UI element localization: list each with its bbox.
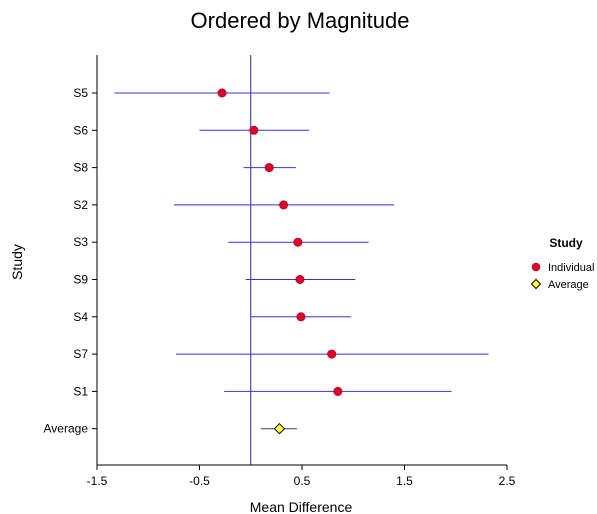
x-tick-label: 0.5	[294, 474, 311, 488]
y-tick-label: S5	[73, 86, 88, 100]
average-point-marker	[273, 422, 286, 435]
study-point-marker	[296, 312, 306, 322]
y-tick-label: Average	[44, 422, 89, 436]
x-axis-label: Mean Difference	[250, 499, 353, 514]
y-tick-label: S7	[73, 347, 88, 361]
x-tick-label: 1.5	[396, 474, 413, 488]
x-tick-label: -0.5	[189, 474, 210, 488]
legend-title: Study	[549, 236, 583, 250]
y-tick-label: S4	[73, 310, 88, 324]
study-point-marker	[217, 88, 227, 98]
y-tick-label: S6	[73, 123, 88, 137]
y-tick-label: S1	[73, 384, 88, 398]
study-point-marker	[249, 125, 259, 135]
legend: Study Individual Average	[530, 236, 594, 291]
legend-label: Average	[548, 279, 589, 291]
legend-label: Individual	[548, 262, 594, 274]
study-point-marker	[279, 200, 289, 210]
x-tick-label: -1.5	[87, 474, 108, 488]
y-tick-label: S2	[73, 198, 88, 212]
chart-title: Ordered by Magnitude	[191, 8, 410, 33]
plot-area: -1.5 -0.5 0.5 1.5 2.5 S5 S6 S8 S2 S3 S9 S4 S7 S1 Avera…	[44, 55, 516, 488]
y-tick-label: S3	[73, 235, 88, 249]
study-point-marker	[327, 349, 337, 359]
study-point-marker	[293, 237, 303, 247]
x-tick-label: 2.5	[499, 474, 516, 488]
study-point-marker	[264, 163, 274, 173]
study-point-marker	[333, 386, 343, 396]
y-tick-label: S8	[73, 161, 88, 175]
legend-marker-individual	[531, 262, 541, 272]
y-axis-label: Study	[9, 244, 25, 280]
legend-marker-average	[530, 278, 542, 290]
study-point-marker	[295, 274, 305, 284]
y-tick-label: S9	[73, 273, 88, 287]
